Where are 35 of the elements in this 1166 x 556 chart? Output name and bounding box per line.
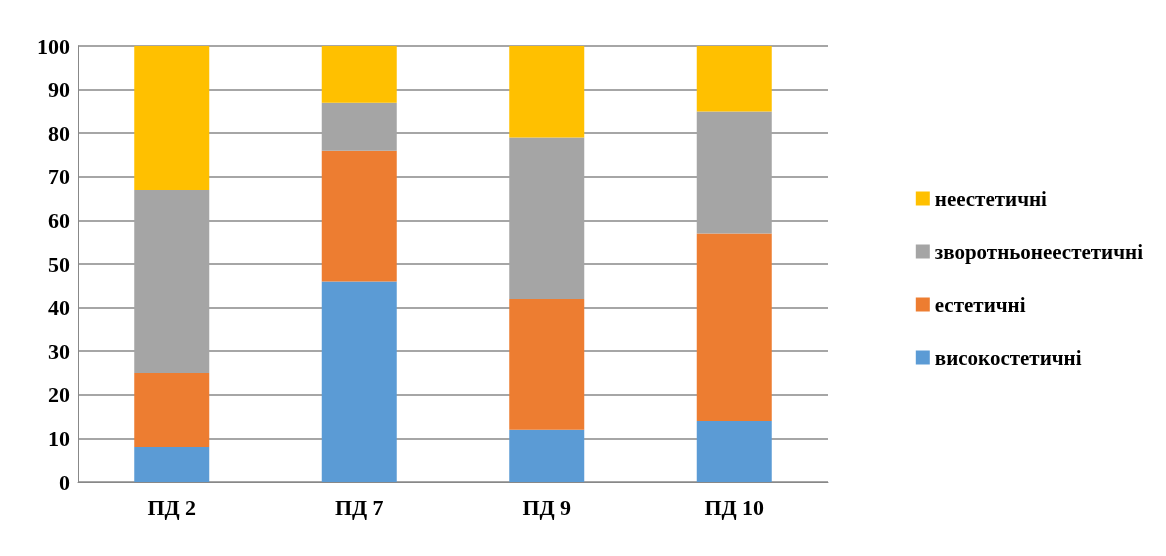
y-tick-label: 40 <box>48 295 70 321</box>
bar <box>134 373 210 448</box>
y-tick-label: 0 <box>59 469 70 495</box>
bar <box>321 46 397 103</box>
bar <box>696 46 772 112</box>
y-tick-label: 100 <box>37 33 70 59</box>
legend-label: неестетичні <box>934 186 1048 211</box>
bar <box>321 150 397 282</box>
bar <box>509 46 585 138</box>
x-tick-label: ПД 9 <box>522 494 572 520</box>
bar <box>509 298 585 430</box>
y-tick-label: 30 <box>48 338 70 364</box>
bar <box>134 189 210 373</box>
bar <box>696 420 772 482</box>
bar <box>321 281 397 482</box>
bar <box>134 46 210 190</box>
bar <box>696 233 772 421</box>
x-tick-label: ПД 2 <box>147 494 197 520</box>
legend-label: високостетичні <box>934 345 1082 370</box>
y-tick-label: 70 <box>48 164 70 190</box>
y-tick-label: 20 <box>48 382 70 408</box>
x-tick-label: ПД 10 <box>704 494 765 520</box>
legend-label: естетичні <box>934 292 1026 317</box>
bar <box>134 447 210 482</box>
y-tick-label: 60 <box>48 207 70 233</box>
bar <box>321 102 397 151</box>
y-tick-label: 10 <box>48 425 70 451</box>
bar <box>509 137 585 299</box>
y-tick-label: 90 <box>48 77 70 103</box>
y-tick-label: 80 <box>48 120 70 146</box>
y-tick-label: 50 <box>48 251 70 277</box>
legend-label: зворотньонеестетичні <box>934 239 1144 264</box>
x-tick-label: ПД 7 <box>334 494 384 520</box>
bar <box>509 429 585 482</box>
bar <box>696 111 772 234</box>
